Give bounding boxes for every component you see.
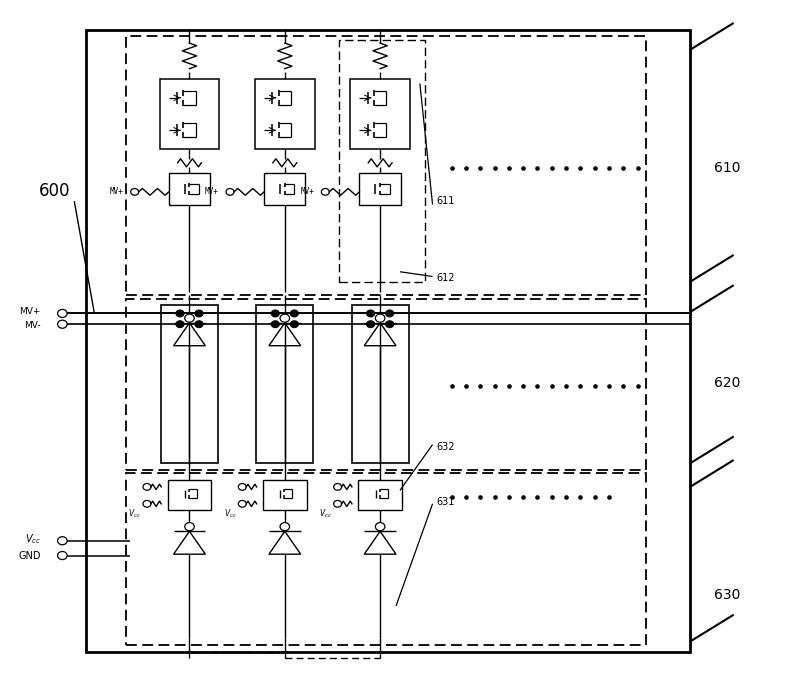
- Circle shape: [386, 310, 394, 317]
- Circle shape: [290, 321, 298, 327]
- Circle shape: [271, 310, 279, 317]
- Bar: [256, 305, 314, 463]
- Bar: [160, 79, 219, 149]
- Circle shape: [58, 320, 67, 328]
- Text: $V_{cc}$: $V_{cc}$: [224, 507, 237, 519]
- Bar: [264, 173, 306, 205]
- Text: 631: 631: [437, 497, 455, 506]
- Text: 632: 632: [437, 441, 455, 452]
- Bar: [263, 480, 306, 511]
- Text: $V_{cc}$: $V_{cc}$: [319, 507, 332, 519]
- Bar: [351, 305, 409, 463]
- Circle shape: [176, 321, 184, 327]
- Circle shape: [375, 523, 385, 531]
- Circle shape: [195, 310, 203, 317]
- Circle shape: [58, 537, 67, 544]
- Circle shape: [238, 500, 246, 507]
- Circle shape: [271, 321, 279, 327]
- Circle shape: [290, 310, 298, 317]
- Bar: [161, 305, 218, 463]
- Circle shape: [143, 483, 151, 490]
- Circle shape: [334, 483, 342, 490]
- Text: MV-: MV-: [24, 321, 41, 330]
- Bar: [168, 480, 211, 511]
- Circle shape: [176, 310, 184, 317]
- Circle shape: [375, 314, 385, 322]
- Circle shape: [322, 188, 330, 195]
- Bar: [255, 79, 314, 149]
- Circle shape: [386, 321, 394, 327]
- Bar: [126, 37, 646, 296]
- Text: 611: 611: [437, 196, 455, 206]
- Text: MV+: MV+: [300, 187, 314, 197]
- Bar: [86, 30, 690, 652]
- Bar: [169, 173, 210, 205]
- Text: $V_{cc}$: $V_{cc}$: [128, 507, 142, 519]
- Text: MV+: MV+: [205, 187, 219, 197]
- Bar: [350, 79, 410, 149]
- Text: MV+: MV+: [110, 187, 123, 197]
- Circle shape: [130, 188, 138, 195]
- Circle shape: [185, 314, 194, 322]
- Circle shape: [58, 551, 67, 559]
- Bar: [339, 40, 425, 282]
- Text: GND: GND: [18, 551, 41, 561]
- Circle shape: [195, 321, 203, 327]
- Text: 630: 630: [714, 588, 740, 601]
- Circle shape: [366, 310, 374, 317]
- Circle shape: [185, 523, 194, 531]
- Text: 612: 612: [437, 273, 455, 283]
- Bar: [359, 173, 401, 205]
- Text: 600: 600: [38, 182, 70, 200]
- Circle shape: [238, 483, 246, 490]
- Circle shape: [334, 500, 342, 507]
- Circle shape: [366, 321, 374, 327]
- Bar: [126, 473, 646, 645]
- Text: 620: 620: [714, 376, 740, 390]
- Text: 610: 610: [714, 161, 740, 174]
- Circle shape: [280, 314, 290, 322]
- Circle shape: [226, 188, 234, 195]
- Text: $V_{cc}$: $V_{cc}$: [25, 532, 41, 546]
- Circle shape: [58, 309, 67, 317]
- Bar: [126, 298, 646, 470]
- Circle shape: [280, 523, 290, 531]
- Text: MV+: MV+: [19, 307, 41, 316]
- Bar: [358, 480, 402, 511]
- Circle shape: [143, 500, 151, 507]
